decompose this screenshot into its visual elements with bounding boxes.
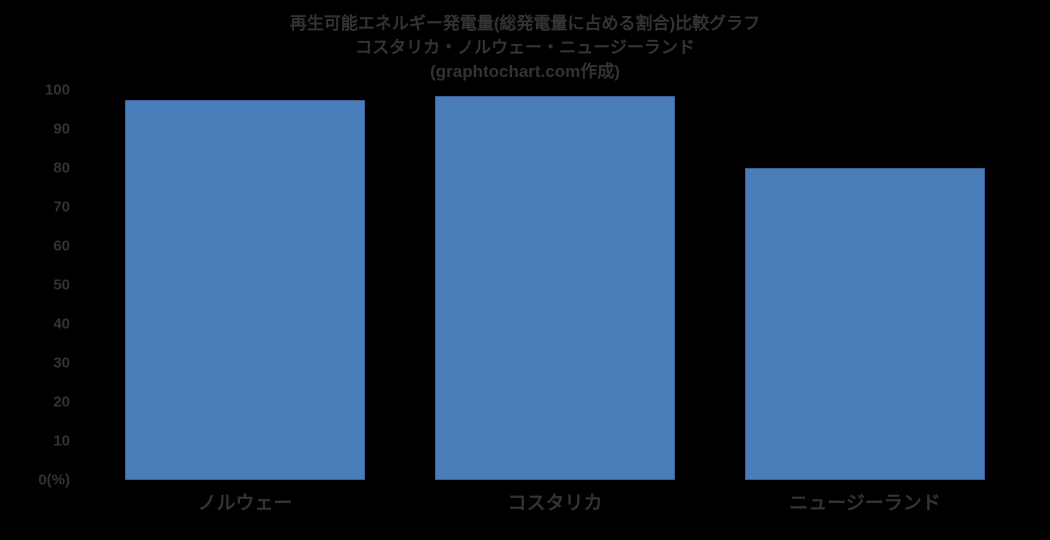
y-tick-label: 80 — [53, 160, 70, 177]
y-tick-label: 20 — [53, 394, 70, 411]
bar-slot — [745, 90, 985, 480]
plot-area — [90, 90, 1020, 480]
chart-title: 再生可能エネルギー発電量(総発電量に占める割合)比較グラフ コスタリカ・ノルウェ… — [0, 0, 1050, 83]
title-line-1: 再生可能エネルギー発電量(総発電量に占める割合)比較グラフ — [0, 12, 1050, 36]
x-axis-labels: ノルウェー コスタリカ ニュージーランド — [90, 488, 1020, 515]
y-tick-label: 90 — [53, 121, 70, 138]
bar — [125, 100, 365, 480]
x-tick-label: ニュージーランド — [745, 488, 985, 515]
y-tick-label: 100 — [45, 82, 70, 99]
y-tick-label: 70 — [53, 199, 70, 216]
y-tick-label: 30 — [53, 355, 70, 372]
bar-slot — [125, 90, 365, 480]
y-tick-label: 60 — [53, 238, 70, 255]
x-tick-label: ノルウェー — [125, 488, 365, 515]
title-line-2: コスタリカ・ノルウェー・ニュージーランド — [0, 36, 1050, 60]
bar — [745, 168, 985, 480]
y-tick-label: 40 — [53, 316, 70, 333]
y-tick-label: 0(%) — [38, 472, 70, 489]
title-line-3: (graphtochart.com作成) — [0, 60, 1050, 84]
y-tick-label: 10 — [53, 433, 70, 450]
bar — [435, 96, 675, 480]
bar-slot — [435, 90, 675, 480]
x-tick-label: コスタリカ — [435, 488, 675, 515]
y-axis: 0(%)102030405060708090100 — [0, 90, 80, 480]
y-tick-label: 50 — [53, 277, 70, 294]
bars-container — [90, 90, 1020, 480]
